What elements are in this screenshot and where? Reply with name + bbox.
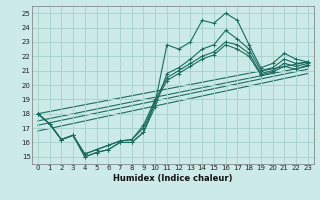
X-axis label: Humidex (Indice chaleur): Humidex (Indice chaleur) <box>113 174 233 183</box>
